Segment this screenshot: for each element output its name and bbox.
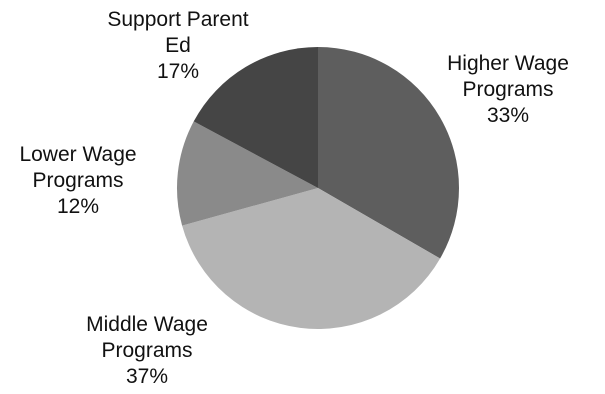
slice-name-line: Programs xyxy=(101,339,192,362)
slice-percent: 33% xyxy=(487,104,529,127)
slice-name-line: Higher Wage xyxy=(447,52,569,75)
slice-percent: 17% xyxy=(157,60,199,83)
slice-name-line: Programs xyxy=(32,169,123,192)
pie-slices xyxy=(177,47,460,329)
slice-label-middle-wage-programs: Middle Wage Programs 37% xyxy=(86,313,208,388)
slice-name-line: Middle Wage xyxy=(86,313,208,336)
slice-name-line: Ed xyxy=(165,34,191,57)
pie-slice-middle-wage-programs xyxy=(182,188,441,329)
pie-slice-higher-wage-programs xyxy=(318,47,460,259)
pie-slice-lower-wage-programs xyxy=(177,121,318,226)
slice-name-line: Lower Wage xyxy=(19,143,136,166)
slice-label-support-parent-ed: Support Parent Ed 17% xyxy=(107,8,248,83)
slice-label-lower-wage-programs: Lower Wage Programs 12% xyxy=(19,143,136,218)
slice-percent: 37% xyxy=(126,365,168,388)
slice-percent: 12% xyxy=(57,195,99,218)
slice-label-higher-wage-programs: Higher Wage Programs 33% xyxy=(447,52,569,127)
pie-slice-support-parent-ed xyxy=(193,47,318,188)
slice-name-line: Programs xyxy=(462,78,553,101)
slice-labels: Higher Wage Programs 33% Middle Wage Program… xyxy=(19,8,568,388)
slice-name-line: Support Parent xyxy=(107,8,248,31)
